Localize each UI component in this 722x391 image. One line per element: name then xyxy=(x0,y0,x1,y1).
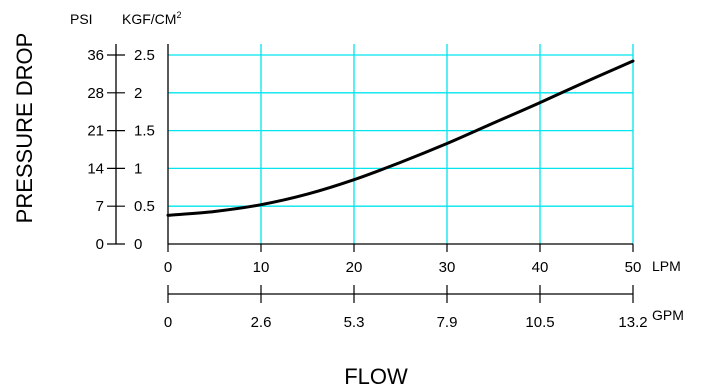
y-unit-kgf: KGF/CM2 xyxy=(122,10,181,27)
axes: 0 0 0.5 7 1 14 1.5 21 2 28 2.5 36 0 10 20 30 40 50 0 2.6 5.3… xyxy=(87,44,648,331)
x-tick-label-gpm: 2.6 xyxy=(251,314,272,331)
x-tick-label-gpm: 7.9 xyxy=(437,314,458,331)
y-tick-label-kgf: 2.5 xyxy=(134,47,155,64)
x-unit-lpm: LPM xyxy=(652,258,681,274)
x-tick-label-lpm: 40 xyxy=(532,259,549,276)
y-tick-label-psi: 14 xyxy=(87,160,104,177)
x-tick-label-lpm: 30 xyxy=(439,259,456,276)
x-tick-label-lpm: 50 xyxy=(625,259,642,276)
y-tick-label-psi: 21 xyxy=(87,123,104,140)
grid-lines xyxy=(168,44,634,244)
y-tick-label-kgf: 0 xyxy=(134,236,142,253)
x-unit-gpm: GPM xyxy=(652,307,684,323)
x-axis-title: FLOW xyxy=(344,364,408,389)
y-tick-label-kgf: 2 xyxy=(134,85,142,102)
x-tick-label-gpm: 13.2 xyxy=(618,314,647,331)
y-tick-label-kgf: 0.5 xyxy=(134,198,155,215)
y-tick-label-kgf: 1.5 xyxy=(134,123,155,140)
x-tick-label-gpm: 5.3 xyxy=(344,314,365,331)
x-tick-label-lpm: 0 xyxy=(164,259,172,276)
y-tick-label-kgf: 1 xyxy=(134,160,142,177)
y-tick-label-psi: 36 xyxy=(87,47,104,64)
curve-layer xyxy=(166,59,635,217)
x-tick-label-lpm: 20 xyxy=(346,259,363,276)
y-tick-label-psi: 0 xyxy=(96,236,104,253)
labels: PSI KGF/CM2 PRESSURE DROP LPM GPM FLOW xyxy=(12,10,684,389)
y-unit-psi: PSI xyxy=(70,11,93,27)
y-axis-title: PRESSURE DROP xyxy=(12,33,37,224)
pressure-drop-curve xyxy=(166,59,635,217)
y-tick-label-psi: 28 xyxy=(87,85,104,102)
x-tick-label-gpm: 10.5 xyxy=(525,314,554,331)
x-tick-label-lpm: 10 xyxy=(253,259,270,276)
y-tick-label-psi: 7 xyxy=(96,198,104,215)
x-tick-label-gpm: 0 xyxy=(164,314,172,331)
